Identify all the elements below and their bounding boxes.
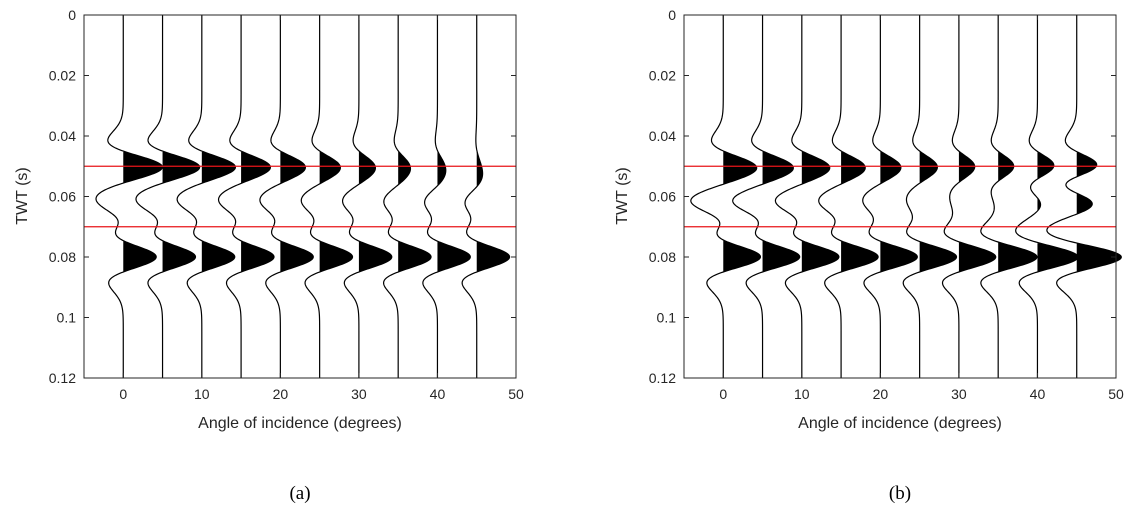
trace-line-0 [690,15,762,378]
trace-line-5 [902,15,958,378]
trace-line-2 [774,15,840,378]
trace-fill-5 [919,151,957,273]
panel-a-xlabel: Angle of incidence (degrees) [198,415,402,432]
trace-fill-0 [123,151,163,273]
x-tick-label-4: 40 [1030,386,1046,402]
y-tick-label-6: 0.12 [49,370,76,386]
panel-a-ticks: 0 10 20 30 40 50 0 0.02 0.04 0.06 0.08 0.1 0.12 [49,7,524,402]
panel-a-axes-box [83,14,517,379]
trace-fill-8 [1037,151,1079,273]
trace-fill-2 [201,151,236,273]
trace-fill-8 [437,151,471,273]
trace-line-0 [95,15,163,378]
y-tick-label-2: 0.04 [49,128,76,144]
trace-line-6 [941,15,997,378]
panel-a-caption: (a) [289,483,310,504]
trace-line-3 [217,15,275,378]
trace-fill-9 [476,151,510,273]
y-tick-label-6: 0.12 [649,370,676,386]
x-tick-label-5: 50 [1108,386,1124,402]
y-tick-label-2: 0.04 [649,128,676,144]
x-tick-label-1: 10 [794,386,810,402]
panel-b: 0 10 20 30 40 50 0 0.02 0.04 0.06 0.08 0.1 0.12 Angl… [614,7,1124,504]
trace-fill-6 [958,151,996,273]
trace-fill-5 [319,151,353,273]
trace-fill-4 [280,151,314,273]
trace-line-4 [862,15,918,378]
panel-b-ylabel: TWT (s) [614,167,631,224]
trace-line-7 [980,15,1038,378]
x-tick-label-2: 20 [273,386,289,402]
x-tick-label-0: 0 [719,386,727,402]
x-tick-label-1: 10 [194,386,210,402]
y-tick-label-4: 0.08 [49,249,76,265]
panel-b-axes-box [683,14,1117,379]
x-tick-label-0: 0 [119,386,127,402]
trace-line-8 [422,15,471,378]
x-tick-label-4: 40 [430,386,446,402]
y-tick-label-0: 0 [68,7,76,23]
trace-line-2 [176,15,237,378]
y-tick-label-5: 0.1 [657,310,677,326]
panel-a-ylabel: TWT (s) [14,167,31,224]
trace-fill-7 [998,151,1037,273]
x-tick-label-2: 20 [873,386,889,402]
trace-line-4 [259,15,314,378]
trace-fill-0 [723,151,761,273]
y-tick-label-0: 0 [668,7,676,23]
trace-fill-6 [358,151,392,273]
trace-fill-3 [841,151,879,273]
panel-b-plot [684,15,1122,378]
y-tick-label-3: 0.06 [49,189,76,205]
trace-line-9 [1046,15,1122,378]
y-tick-label-1: 0.02 [49,68,76,84]
trace-line-5 [300,15,354,378]
panel-a-plot [84,15,516,378]
y-tick-label-1: 0.02 [649,68,676,84]
trace-fill-2 [801,151,839,273]
trace-fill-9 [1076,152,1122,273]
trace-line-9 [461,15,511,378]
trace-line-3 [818,15,879,378]
panel-b-xlabel: Angle of incidence (degrees) [798,415,1002,432]
x-tick-label-3: 30 [951,386,967,402]
y-tick-label-5: 0.1 [57,310,77,326]
trace-fill-4 [880,151,918,273]
trace-line-7 [382,15,432,378]
trace-fill-7 [398,151,432,273]
y-tick-label-3: 0.06 [649,189,676,205]
x-tick-label-5: 50 [508,386,524,402]
y-tick-label-4: 0.08 [649,249,676,265]
trace-line-1 [732,15,801,378]
trace-line-6 [341,15,393,378]
panel-a: 0 10 20 30 40 50 0 0.02 0.04 0.06 0.08 0.1 0.12 Angl… [14,7,524,504]
trace-fill-3 [241,151,275,273]
trace-line-1 [135,15,201,378]
panel-b-ticks: 0 10 20 30 40 50 0 0.02 0.04 0.06 0.08 0.1 0.12 [649,7,1124,402]
trace-line-8 [1015,15,1079,378]
x-tick-label-3: 30 [351,386,367,402]
trace-fill-1 [762,151,800,273]
panel-b-caption: (b) [889,483,911,504]
